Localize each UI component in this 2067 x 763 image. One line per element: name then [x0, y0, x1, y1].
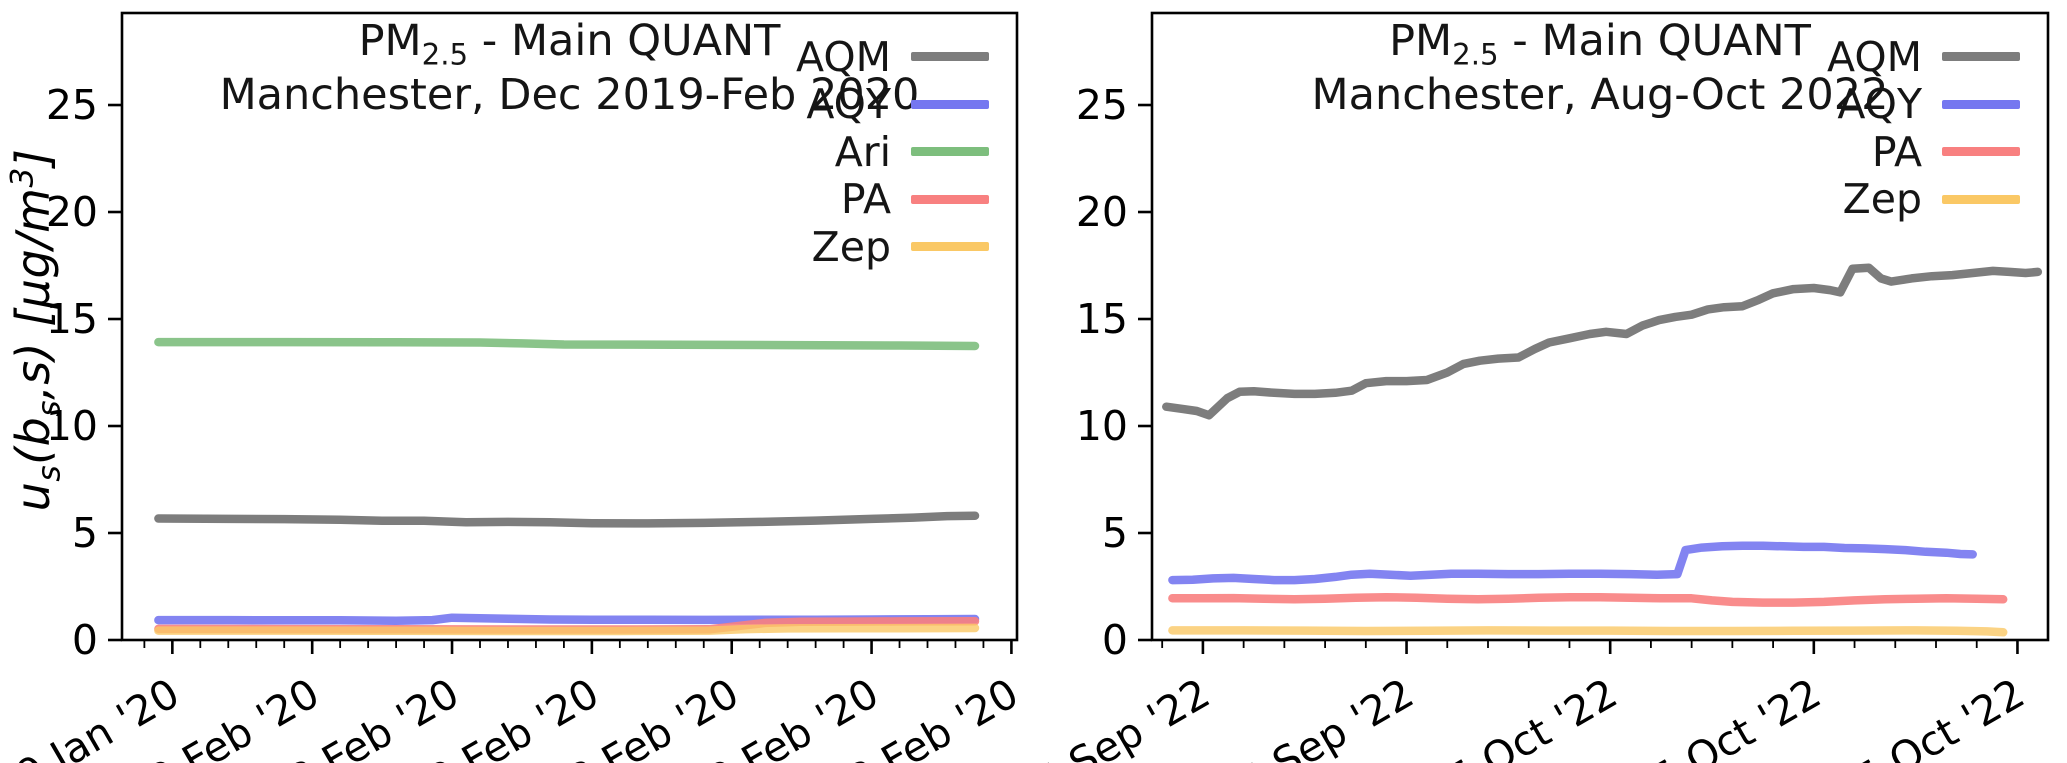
legend-label: AQY: [806, 80, 891, 129]
series-line-Zep: [154, 623, 980, 636]
legend-line-swatch: [911, 147, 989, 157]
y-tick-label: 5: [1102, 509, 1128, 557]
legend-line-swatch: [911, 52, 989, 62]
series-line-PA: [1168, 592, 2008, 607]
y-tick-label: 15: [46, 295, 98, 343]
legend-label: PA: [1871, 127, 1922, 176]
legend-row-AQM: AQM: [687, 33, 989, 81]
right-chart-legend: AQM AQY PA Zep: [1718, 33, 2020, 223]
series-line-AQY: [1168, 541, 1977, 585]
y-tick-label: 20: [1076, 188, 1128, 236]
y-tick-label: 25: [46, 81, 98, 129]
right-chart-subtitle: Manchester, Aug-Oct 2022: [1311, 70, 1889, 121]
legend-label: AQM: [796, 32, 891, 81]
legend-label: Ari: [834, 127, 891, 176]
left-chart-title: PM2.5 - Main QUANT Manchester, Dec 2019-…: [122, 17, 1017, 121]
legend-line-swatch: [1942, 147, 2020, 157]
legend-label: Zep: [1842, 175, 1922, 224]
legend-row-Ari: Ari: [687, 128, 989, 176]
legend-row-PA: PA: [1718, 128, 2020, 176]
x-tick-label: 25 Oct '22: [1824, 669, 2032, 763]
y-axis-label: us(bs,s) [μg/m3]: [5, 149, 68, 512]
legend-line-swatch: [1942, 52, 2020, 62]
y-tick-label: 5: [72, 509, 98, 557]
ylabel-sup: 3: [4, 167, 41, 188]
ylabel-close: ]: [6, 148, 61, 168]
axes-box: [120, 11, 1019, 642]
title-pm: PM: [358, 16, 422, 66]
ylabel-var: u: [6, 481, 61, 512]
legend-line-swatch: [911, 99, 989, 109]
legend-row-Zep: Zep: [687, 223, 989, 271]
legend-row-PA: PA: [687, 175, 989, 224]
x-tick-label: 05 Oct '22: [1417, 669, 1625, 763]
x-tick-label: 25 Sep '22: [1208, 669, 1422, 763]
title-pm-subscript: 2.5: [421, 37, 469, 72]
series-line-AQM: [1162, 263, 2043, 420]
legend-line-swatch: [1942, 99, 2020, 109]
series-line-Zep: [1168, 626, 2008, 637]
legend-line-swatch: [911, 242, 989, 252]
right-chart-title: PM2.5 - Main QUANT Manchester, Aug-Oct 2…: [1152, 17, 2048, 121]
legend-line-swatch: [911, 194, 989, 204]
legend-line-swatch: [1942, 194, 2020, 204]
title-suffix: - Main QUANT: [1498, 16, 1811, 66]
legend-row-Zep: Zep: [1718, 175, 2020, 224]
series-line-AQM: [154, 511, 980, 528]
left-chart-title-line1: PM2.5 - Main QUANT: [122, 17, 1017, 71]
y-tick-label: 15: [1076, 295, 1128, 343]
left-chart-legend: AQM AQY Ari PA Zep: [687, 33, 989, 271]
ylabel-unit: μg/m: [6, 187, 61, 309]
legend-label: AQM: [1827, 32, 1922, 81]
ylabel-sub1: s: [31, 464, 68, 482]
y-tick-label: 0: [72, 616, 98, 664]
left-chart-subtitle: Manchester, Dec 2019-Feb 2020: [219, 70, 920, 121]
right-chart-title-line1: PM2.5 - Main QUANT: [1152, 17, 2048, 71]
axes-box: [1150, 11, 2050, 642]
legend-row-AQY: AQY: [1718, 80, 2020, 129]
y-tick-label: 10: [1076, 402, 1128, 450]
y-tick-label: 25: [1076, 81, 1128, 129]
x-tick-label: 15 Sep '22: [1004, 669, 1218, 763]
series-line-Ari: [154, 337, 980, 351]
y-tick-label: 20: [46, 188, 98, 236]
ylabel-mid: (b: [6, 416, 61, 465]
ylabel-rest: ,s) [: [6, 308, 61, 400]
title-pm-subscript: 2.5: [1452, 37, 1499, 72]
x-tick-label: 29 Jan '20: [0, 669, 187, 763]
title-suffix: - Main QUANT: [468, 16, 781, 66]
legend-label: PA: [840, 175, 891, 224]
legend-row-AQM: AQM: [1718, 33, 2020, 81]
ylabel-sub2: s: [31, 399, 68, 417]
title-pm: PM: [1389, 16, 1453, 66]
legend-label: Zep: [811, 222, 891, 271]
legend-label: AQY: [1837, 80, 1922, 129]
x-tick-label: 15 Oct '22: [1621, 669, 1829, 763]
y-tick-label: 0: [1102, 616, 1128, 664]
y-tick-label: 10: [46, 402, 98, 450]
legend-row-AQY: AQY: [687, 80, 989, 129]
